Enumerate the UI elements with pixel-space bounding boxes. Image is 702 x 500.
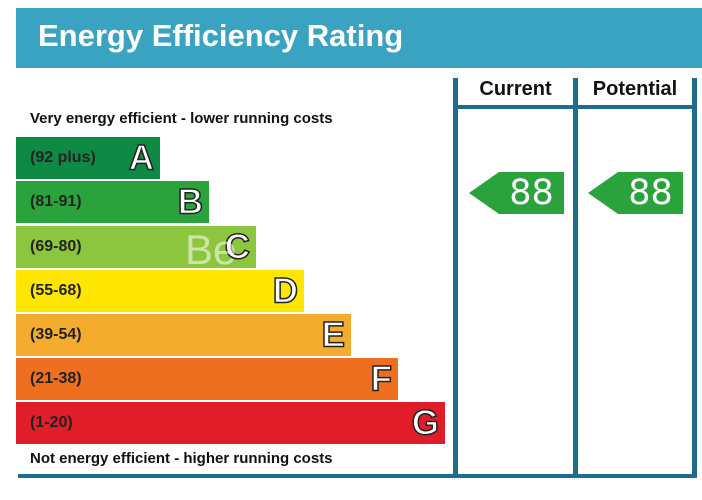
band-a: (92 plus) A (16, 137, 160, 179)
band-letter: G (411, 403, 440, 443)
band-letter: E (321, 315, 346, 355)
band-range-label: (92 plus) (30, 149, 96, 166)
band-e: (39-54) E (16, 314, 351, 356)
column-divider-middle (573, 78, 578, 478)
band-letter: F (370, 359, 393, 399)
column-divider-left (453, 78, 458, 478)
band-b: (81-91) B (16, 181, 209, 223)
band-range-label: (21-38) (30, 370, 82, 387)
potential-rating-arrow: 88 (588, 172, 683, 214)
chart-title: Energy Efficiency Rating (38, 18, 404, 53)
band-letter: D (272, 271, 299, 311)
bottom-border (18, 474, 697, 478)
bottom-caption: Not energy efficient - higher running co… (30, 450, 333, 467)
top-caption: Very energy efficient - lower running co… (30, 110, 333, 127)
band-f: (21-38) F (16, 358, 398, 400)
watermark-text: Be (185, 226, 237, 273)
current-column-header: Current (479, 78, 552, 100)
band-range-label: (55-68) (30, 282, 82, 299)
band-d: (55-68) D (16, 270, 304, 312)
band-c: (69-80) C (16, 226, 256, 268)
current-rating-value: 88 (509, 173, 554, 213)
band-letter: A (128, 138, 155, 178)
potential-column-header: Potential (592, 78, 678, 100)
band-range-label: (1-20) (30, 414, 73, 431)
potential-rating-value: 88 (628, 173, 673, 213)
band-range-label: (81-91) (30, 193, 82, 210)
current-rating-arrow: 88 (469, 172, 564, 214)
band-g: (1-20) G (16, 402, 445, 444)
band-letter: B (177, 182, 204, 222)
column-divider-right (692, 78, 697, 478)
header-bar: Energy Efficiency Rating (16, 8, 702, 68)
band-range-label: (39-54) (30, 326, 82, 343)
band-range-label: (69-80) (30, 238, 82, 255)
band-letter: C (224, 227, 251, 267)
header-underline (453, 105, 697, 109)
